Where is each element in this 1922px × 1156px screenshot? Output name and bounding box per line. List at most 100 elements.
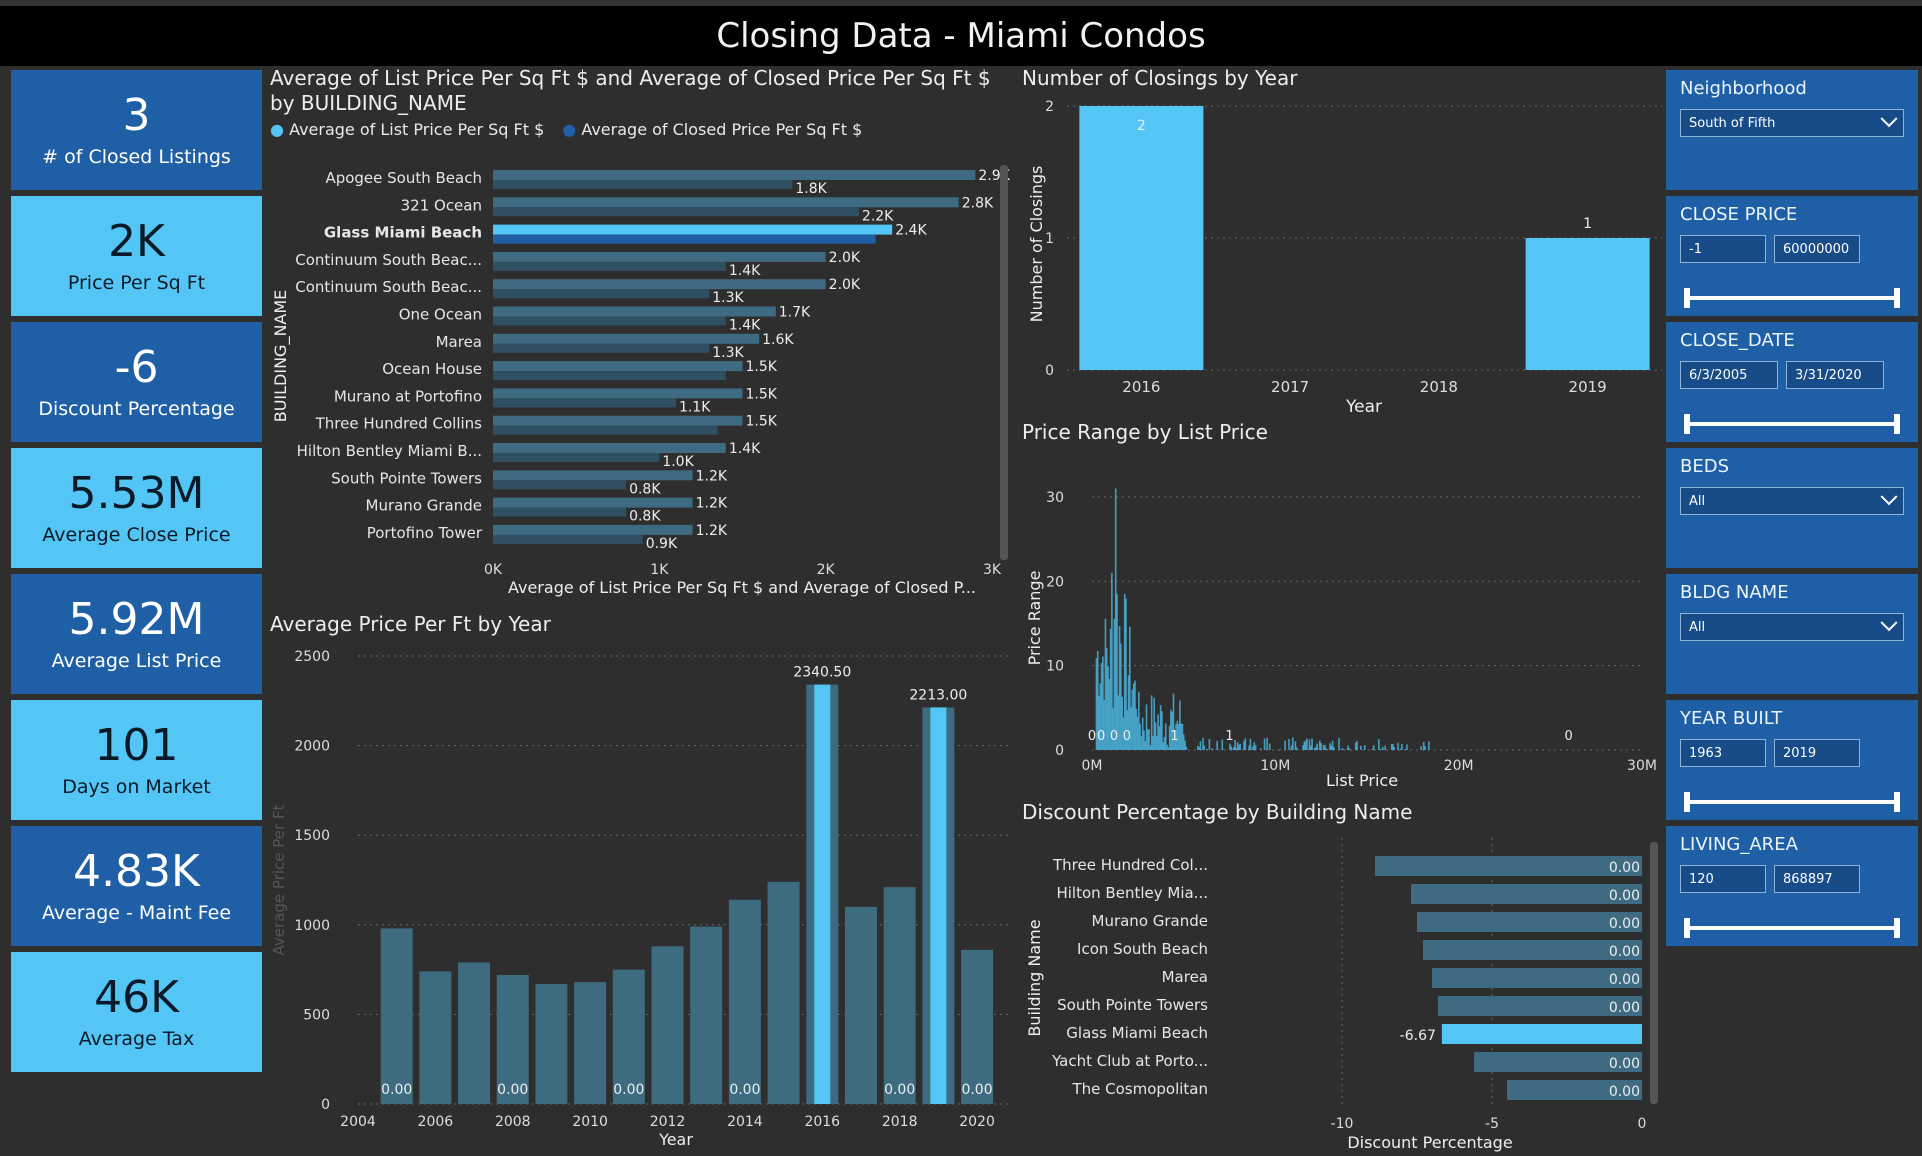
x-tick-label: 2010 <box>572 1114 608 1130</box>
data-label: 0.8K <box>629 481 661 497</box>
data-label: 0 <box>1565 729 1573 744</box>
slider-handle-max[interactable] <box>1894 288 1900 308</box>
histogram-bar <box>1161 711 1163 750</box>
category-label: South Pointe Towers <box>331 469 482 487</box>
slider-handle-max[interactable] <box>1894 414 1900 434</box>
slicer-title: BLDG NAME <box>1680 582 1789 603</box>
close-date-slider[interactable] <box>1684 414 1900 434</box>
kpi-label: Days on Market <box>62 776 211 798</box>
data-label: 1.3K <box>712 345 744 361</box>
bar-closed <box>493 180 793 189</box>
discount-bar <box>1432 968 1642 988</box>
histogram-bar <box>1157 714 1159 750</box>
discount-bar <box>1438 996 1642 1016</box>
year-bar <box>690 926 723 1104</box>
bar-closed <box>493 534 643 544</box>
histogram-bar <box>1104 618 1107 750</box>
x-tick-label: 0M <box>1082 758 1103 774</box>
histogram-bar <box>1216 741 1218 750</box>
histogram-bar <box>1111 572 1113 750</box>
dropdown-value: All <box>1689 493 1706 509</box>
bldg-name-dropdown[interactable]: All <box>1680 613 1904 641</box>
year-highlight-bar <box>930 707 947 1104</box>
category-label: Murano at Portofino <box>334 387 482 405</box>
kpi-card: 3 # of Closed Listings <box>11 70 262 190</box>
x-axis-label: Year <box>1345 397 1382 414</box>
histogram-bar <box>1338 738 1340 750</box>
histogram-bar <box>1107 666 1109 750</box>
histogram-bar <box>1294 741 1297 750</box>
neighborhood-dropdown[interactable]: South of Fifth <box>1680 109 1904 137</box>
discount-chart[interactable]: Discount Percentage by Building Name Bui… <box>1022 800 1662 1156</box>
close-date-max-input[interactable]: 3/31/2020 <box>1786 361 1884 389</box>
slider-handle-min[interactable] <box>1684 288 1690 308</box>
histogram-bar <box>1342 748 1344 750</box>
bar-closed <box>493 207 859 217</box>
data-label: 2.2K <box>862 208 894 224</box>
avg-price-chart[interactable]: Average Price Per Ft by Year Average Pri… <box>270 612 1015 1156</box>
chevron-down-icon <box>1880 488 1898 506</box>
kpi-value: 3 <box>122 90 151 141</box>
slider-handle-min[interactable] <box>1684 918 1690 938</box>
data-label: 0.00 <box>381 1082 412 1098</box>
bar-list <box>493 170 976 180</box>
slider-handle-min[interactable] <box>1684 792 1690 812</box>
year-built-max-input[interactable]: 2019 <box>1774 739 1860 767</box>
discount-scrollbar[interactable] <box>1650 842 1658 1104</box>
data-label: 1.5K <box>746 359 778 375</box>
y-tick-label: 0 <box>321 1097 330 1113</box>
price-range-chart[interactable]: Price Range by List Price Price Range 0 10… <box>1022 420 1662 790</box>
category-label: Glass Miami Beach <box>1066 1024 1208 1042</box>
histogram-bar <box>1099 683 1102 750</box>
bar-closed <box>493 507 627 517</box>
bar-closed <box>493 261 726 271</box>
histogram-bar <box>1155 736 1158 750</box>
data-label: 2.0K <box>829 250 861 266</box>
living-area-min-input[interactable]: 120 <box>1680 865 1766 893</box>
data-label: 1.3K <box>712 290 744 306</box>
building-bar-chart[interactable]: Average of List Price Per Sq Ft $ and Av… <box>270 66 1010 606</box>
histogram-bar <box>1363 745 1366 750</box>
histogram-bar <box>1318 740 1321 750</box>
histogram-bar <box>1113 618 1116 750</box>
histogram-bar <box>1236 742 1239 750</box>
beds-dropdown[interactable]: All <box>1680 487 1904 515</box>
category-label: Continuum South Beac... <box>295 278 482 296</box>
histogram-bar <box>1239 743 1241 750</box>
histogram-bar <box>1180 723 1182 750</box>
histogram-bar <box>1378 739 1380 750</box>
slider-handle-max[interactable] <box>1894 792 1900 812</box>
y-tick-label: 0 <box>1045 363 1054 379</box>
close-price-min-input[interactable]: -1 <box>1680 235 1766 263</box>
histogram-bar <box>1096 651 1099 750</box>
histogram-bar <box>1175 724 1177 750</box>
data-label: 0.00 <box>613 1082 644 1098</box>
histogram-bar <box>1100 662 1103 750</box>
year-built-min-input[interactable]: 1963 <box>1680 739 1766 767</box>
histogram-bar <box>1390 744 1393 750</box>
x-tick-label: 2018 <box>1420 378 1458 396</box>
living-area-slider[interactable] <box>1684 918 1900 938</box>
histogram-bar <box>1199 741 1202 750</box>
close-price-max-input[interactable]: 60000000 <box>1774 235 1860 263</box>
close-date-min-input[interactable]: 6/3/2005 <box>1680 361 1778 389</box>
histogram-bar <box>1172 693 1175 750</box>
category-label: Hilton Bentley Mia... <box>1056 884 1208 902</box>
histogram-bar <box>1154 722 1157 750</box>
year-bar <box>535 983 568 1104</box>
bar-chart-scrollbar[interactable] <box>1000 165 1008 560</box>
histogram-bar <box>1158 726 1161 750</box>
histogram-bar <box>1109 628 1112 750</box>
data-label: 0.9K <box>646 536 678 552</box>
living-area-max-input[interactable]: 868897 <box>1774 865 1860 893</box>
close-price-slider[interactable] <box>1684 288 1900 308</box>
closings-chart[interactable]: Number of Closings by Year Number of Clo… <box>1022 66 1662 416</box>
histogram-bar <box>1152 735 1154 750</box>
year-bar <box>458 962 491 1104</box>
bar-closed <box>493 343 710 353</box>
histogram-bar <box>1279 749 1281 750</box>
slider-handle-max[interactable] <box>1894 918 1900 938</box>
year-built-slider[interactable] <box>1684 792 1900 812</box>
slider-handle-min[interactable] <box>1684 414 1690 434</box>
bar-list <box>493 333 760 344</box>
